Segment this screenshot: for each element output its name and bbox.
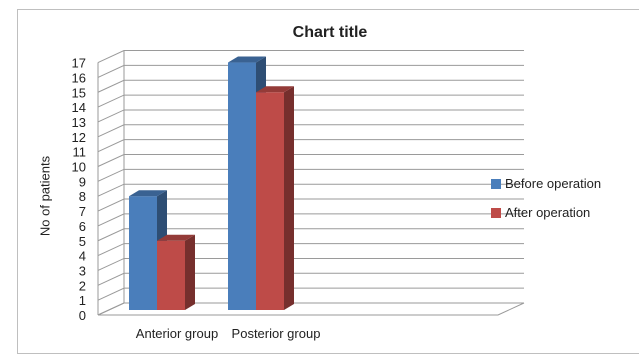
gridline: [97, 109, 524, 123]
legend-label-after: After operation: [505, 205, 591, 220]
bar-top-0-1: [228, 56, 266, 63]
gridline: [97, 79, 524, 93]
bar-1-1: [256, 92, 284, 310]
bar-top-0-0: [129, 190, 167, 197]
gridline: [97, 168, 524, 182]
y-tick-label: 14: [72, 100, 86, 115]
y-tick-label: 8: [79, 189, 86, 204]
y-tick-label: 10: [72, 160, 86, 175]
gridline: [97, 257, 524, 271]
bar-side-1-1: [284, 86, 294, 310]
y-tick-label: 9: [79, 174, 86, 189]
y-tick-label: 1: [79, 293, 86, 308]
gridline: [97, 64, 524, 78]
gridline: [97, 183, 524, 197]
y-tick-label: 2: [79, 278, 86, 293]
y-tick-label: 3: [79, 263, 86, 278]
gridline: [97, 198, 524, 212]
gridline: [97, 228, 524, 242]
y-tick-label: 16: [72, 70, 86, 85]
legend-swatch-after: [491, 207, 501, 218]
bar-top-1-1: [256, 86, 294, 93]
gridline: [97, 139, 524, 153]
gridline: [97, 154, 524, 167]
y-tick-label: 15: [72, 85, 86, 100]
gridline: [97, 50, 524, 64]
y-tick-label: 12: [72, 130, 86, 145]
gridline: [97, 302, 524, 316]
gridline: [97, 94, 524, 108]
y-tick-label: 4: [79, 249, 86, 264]
legend-label-before: Before operation: [505, 176, 602, 191]
bar-1-0: [157, 240, 185, 310]
floor-edge: [98, 302, 525, 316]
y-tick-label: 17: [72, 56, 86, 71]
bar-0-1: [228, 62, 256, 310]
legend-item-after: After operation: [491, 205, 590, 220]
bar-0-0: [129, 196, 157, 310]
chart-title: Chart title: [292, 24, 368, 41]
gridline: [97, 287, 524, 301]
gridline: [97, 213, 524, 227]
y-tick-label: 11: [73, 145, 87, 160]
y-axis-label: No of patients: [37, 155, 53, 237]
gridline: [97, 243, 524, 257]
y-tick-label: 13: [72, 115, 86, 130]
legend-item-before: Before operation: [491, 176, 601, 191]
gridline: [97, 124, 524, 138]
gridline: [97, 272, 524, 286]
y-tick-label: 0: [79, 308, 86, 323]
y-tick-label: 7: [79, 204, 86, 219]
legend-swatch-before: [491, 178, 501, 189]
y-tick-label: 5: [79, 234, 86, 249]
x-category-label: Anterior group: [136, 326, 218, 341]
bar-top-1-0: [157, 234, 195, 241]
bar-side-1-0: [185, 234, 195, 310]
x-category-label: Posterior group: [232, 326, 321, 341]
y-tick-label: 6: [79, 219, 86, 234]
